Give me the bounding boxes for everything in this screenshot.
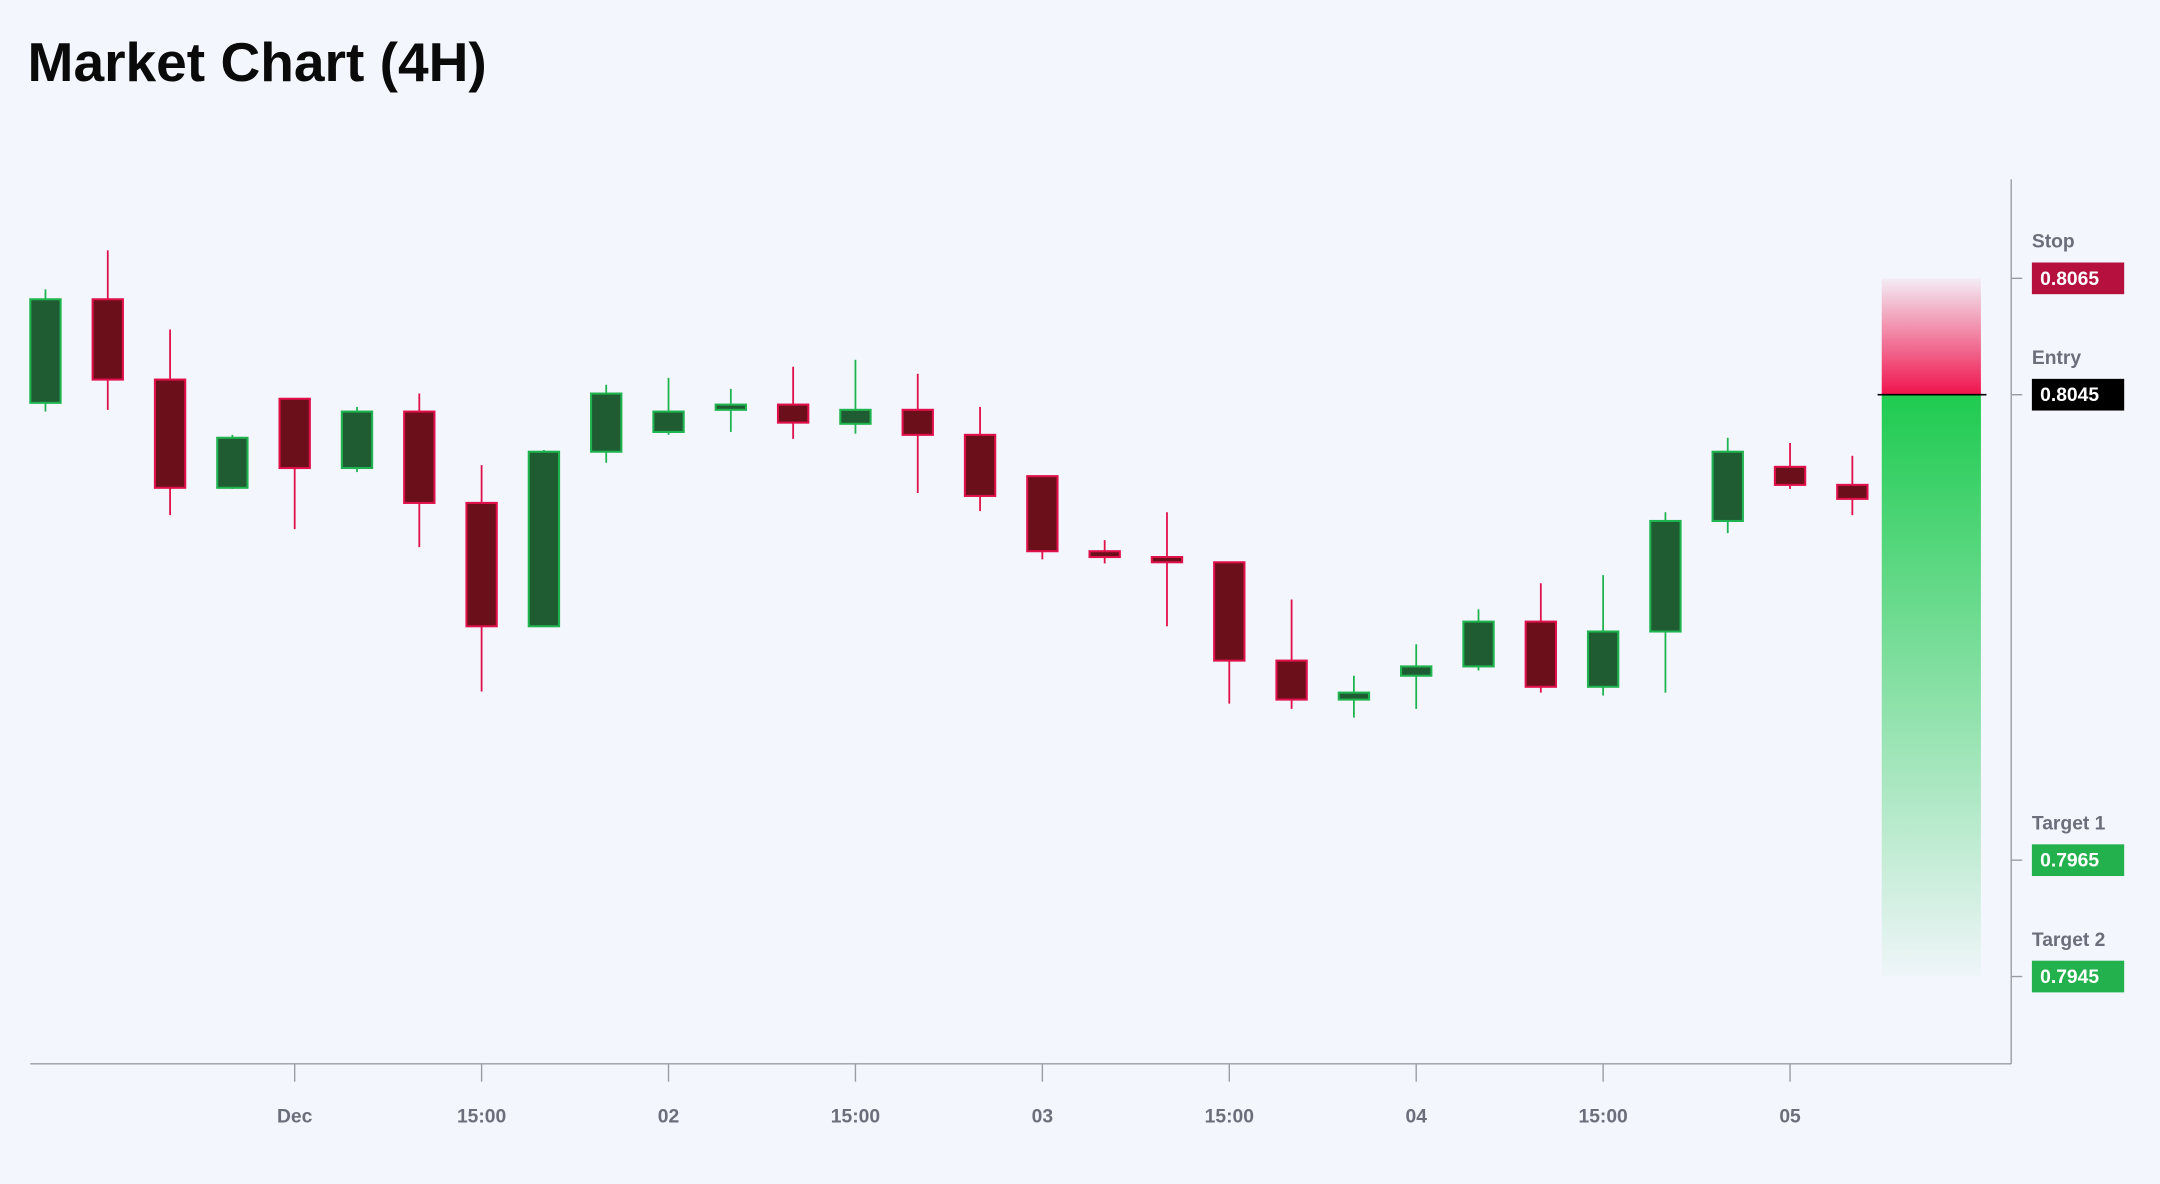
x-tick-label: 04	[1405, 1107, 1427, 1128]
risk-zone	[1881, 278, 1981, 395]
candle-body	[29, 298, 62, 404]
candle-body	[1586, 630, 1620, 688]
candle-body	[91, 298, 124, 381]
candle-body	[1088, 550, 1121, 559]
x-tick-label: 03	[1032, 1107, 1054, 1128]
x-tick-label: Dec	[277, 1107, 313, 1128]
candle-body	[963, 433, 997, 497]
candle-body	[1711, 450, 1744, 522]
candle-body	[403, 410, 436, 504]
x-tick-label: 05	[1779, 1107, 1801, 1128]
level-value: 0.8045	[2040, 385, 2099, 406]
candle-body	[839, 408, 872, 425]
candle-body	[1150, 556, 1184, 564]
candle-body	[278, 397, 311, 470]
x-tick-label: 15:00	[831, 1107, 880, 1128]
candle-body	[1524, 620, 1558, 688]
candle-body	[340, 410, 374, 470]
level-name: Stop	[2032, 232, 2075, 253]
level-value: 0.7945	[2040, 967, 2099, 988]
x-tick-label: 15:00	[1205, 1107, 1254, 1128]
candle-body	[652, 410, 685, 433]
level-name: Entry	[2032, 348, 2082, 369]
candle-body	[714, 403, 748, 411]
candle-body	[216, 436, 249, 489]
level-name: Target 2	[2032, 930, 2106, 951]
candle-body	[1462, 620, 1495, 668]
candle-body	[153, 378, 187, 489]
level-name: Target 1	[2032, 813, 2106, 834]
level-badge	[2031, 844, 2125, 877]
level-badge	[2031, 262, 2125, 295]
level-value: 0.8065	[2040, 269, 2099, 290]
candle-body	[776, 403, 810, 424]
candle-body	[1649, 519, 1682, 633]
candle-body	[1773, 465, 1807, 486]
candle-body	[1337, 691, 1371, 701]
level-badge	[2031, 378, 2125, 411]
x-tick-label: 02	[658, 1107, 679, 1128]
candle-body	[465, 501, 498, 628]
candle-body	[1400, 665, 1433, 677]
candle-body	[1026, 475, 1059, 553]
level-badge	[2031, 960, 2125, 993]
candle-body	[901, 408, 934, 436]
reward-zone	[1881, 394, 1981, 977]
candle-body	[590, 392, 623, 453]
level-value: 0.7965	[2040, 851, 2099, 872]
chart-title: Market Chart (4H)	[28, 31, 487, 93]
x-tick-label: 15:00	[457, 1107, 506, 1128]
candle-body	[527, 450, 561, 628]
x-tick-label: 15:00	[1578, 1107, 1627, 1128]
candle-body	[1275, 659, 1308, 701]
candle-body	[1213, 561, 1246, 662]
candle-body	[1836, 483, 1869, 500]
